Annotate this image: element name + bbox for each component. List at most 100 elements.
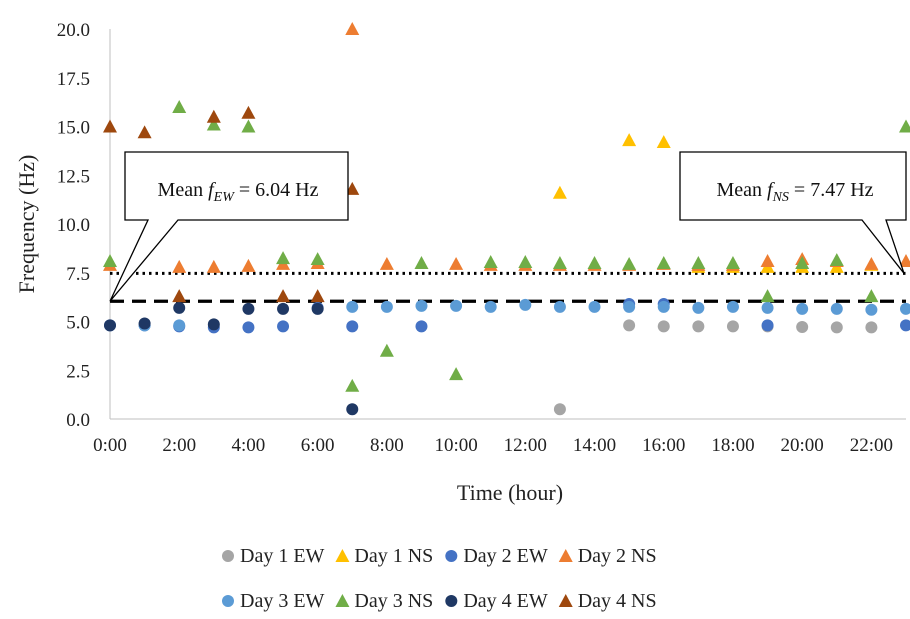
data-point — [864, 256, 879, 270]
data-point — [242, 302, 255, 315]
callout-ns-box — [679, 151, 907, 274]
legend-entry: Day 3 EW — [222, 590, 325, 612]
legend-label: Day 3 NS — [354, 590, 433, 612]
data-point — [415, 320, 428, 333]
legend-entry: Day 3 NS — [335, 590, 433, 612]
data-point — [449, 256, 464, 270]
data-point — [552, 185, 567, 199]
data-point — [692, 301, 705, 314]
x-tick-label: 18:00 — [711, 435, 754, 456]
y-tick-label: 2.5 — [66, 361, 90, 382]
callout-ns-f: f — [767, 179, 775, 201]
x-axis-title: Time (hour) — [457, 480, 563, 505]
data-point — [553, 300, 566, 313]
axes: 0.0 2.5 5.0 7.5 10.0 12.5 15.0 17.5 20.0 0:00 2:00… — [57, 20, 906, 456]
data-point — [103, 119, 117, 133]
y-tick-label: 0.0 — [66, 410, 90, 431]
y-tick-label: 20.0 — [57, 20, 90, 41]
data-point — [380, 300, 393, 313]
data-point — [172, 100, 187, 113]
data-point — [241, 119, 256, 133]
y-tick-label: 10.0 — [57, 215, 90, 236]
data-point — [138, 317, 151, 330]
data-point — [379, 343, 394, 357]
data-point — [796, 302, 809, 315]
callout-mean-ew: Mean fEW = 6.04 Hz — [109, 151, 349, 302]
data-point — [553, 403, 566, 416]
data-point — [277, 302, 290, 315]
data-marks — [103, 22, 910, 416]
data-point — [345, 22, 360, 35]
legend-label: Day 4 EW — [463, 590, 548, 612]
data-point — [622, 256, 637, 270]
data-point — [795, 256, 810, 269]
data-point — [830, 302, 843, 315]
callout-mean-ns: Mean fNS = 7.47 Hz — [679, 151, 907, 274]
data-point — [206, 117, 221, 131]
data-point — [829, 253, 844, 267]
data-point — [483, 255, 498, 268]
data-point — [760, 254, 775, 267]
data-point — [899, 119, 910, 133]
legend-marker — [222, 595, 234, 607]
data-point — [310, 289, 325, 303]
series-day-1-ew — [553, 319, 878, 416]
callout-ew-prefix: Mean — [158, 179, 209, 201]
callout-ew-box — [109, 151, 349, 302]
legend: Day 1 EW Day 1 NS Day 2 EW Day 2 NS Day 3 EW… — [222, 545, 657, 612]
y-tick-label: 7.5 — [66, 264, 90, 285]
data-point — [864, 289, 879, 303]
data-point — [830, 321, 843, 334]
data-point — [241, 105, 256, 119]
data-point — [865, 321, 878, 334]
data-point — [726, 320, 739, 333]
data-point — [622, 133, 637, 147]
y-axis-title: Frequency (Hz) — [14, 155, 39, 294]
data-point — [242, 321, 255, 334]
data-point — [137, 125, 152, 139]
x-tick-label: 10:00 — [434, 435, 477, 456]
data-point — [900, 302, 910, 315]
y-tick-label: 15.0 — [57, 118, 90, 139]
data-point — [657, 300, 670, 313]
data-point — [450, 299, 463, 312]
data-point — [518, 255, 533, 268]
legend-entry: Day 4 NS — [558, 590, 657, 612]
data-point — [726, 300, 739, 313]
data-point — [449, 367, 464, 381]
x-tick-label: 12:00 — [504, 435, 547, 456]
data-point — [103, 254, 117, 267]
data-point — [277, 320, 290, 333]
data-point — [345, 181, 360, 195]
series-day-3-ew — [138, 298, 910, 332]
data-point — [207, 318, 220, 331]
legend-label: Day 3 EW — [240, 590, 325, 612]
data-point — [276, 251, 291, 265]
data-point — [310, 252, 325, 266]
legend-marker — [335, 549, 350, 562]
callout-ew-sub: EW — [213, 190, 236, 205]
data-point — [587, 256, 602, 269]
legend-marker — [335, 594, 350, 607]
callout-ew-text: Mean fEW = 6.04 Hz — [158, 179, 319, 205]
x-tick-label: 8:00 — [370, 435, 404, 456]
data-point — [899, 254, 910, 267]
y-tick-label: 12.5 — [57, 166, 90, 187]
legend-label: Day 2 EW — [463, 545, 548, 567]
data-point — [346, 403, 359, 416]
callout-ns-text: Mean fNS = 7.47 Hz — [716, 179, 873, 205]
data-point — [346, 300, 359, 313]
data-point — [206, 259, 221, 273]
data-point — [865, 303, 878, 316]
callout-ew-suffix: = 6.04 Hz — [234, 179, 319, 201]
series-day-4-ew — [104, 301, 359, 416]
callout-ns-sub: NS — [772, 190, 789, 205]
data-point — [761, 301, 774, 314]
data-point — [656, 135, 671, 149]
legend-entry: Day 2 NS — [558, 545, 657, 567]
series-day-4-ns — [103, 105, 360, 303]
x-tick-label: 4:00 — [232, 435, 266, 456]
data-point — [415, 299, 428, 312]
series-day-3-ns — [103, 100, 910, 392]
legend-entry: Day 1 NS — [335, 545, 433, 567]
